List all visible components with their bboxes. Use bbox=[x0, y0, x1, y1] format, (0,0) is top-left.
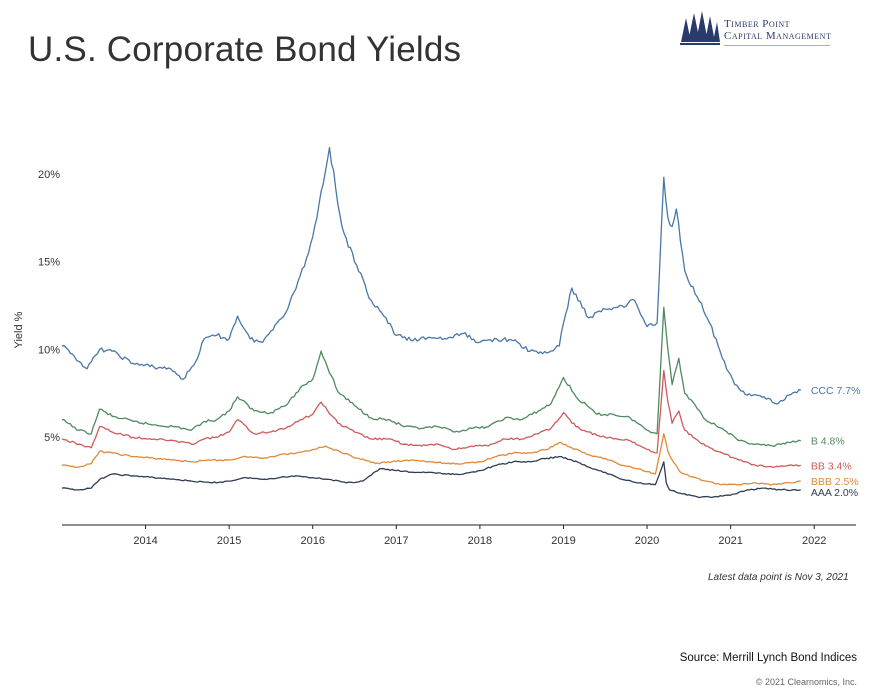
series-line-b bbox=[62, 306, 801, 447]
x-tick-label: 2021 bbox=[718, 535, 742, 547]
series-line-aaa bbox=[61, 455, 801, 499]
x-tick-label: 2014 bbox=[133, 535, 157, 547]
end-label-ccc: CCC 7.7% bbox=[811, 385, 861, 397]
x-tick-label: 2018 bbox=[468, 535, 492, 547]
latest-data-note: Latest data point is Nov 3, 2021 bbox=[708, 572, 849, 583]
x-tick-label: 2016 bbox=[300, 535, 324, 547]
trees-icon bbox=[680, 11, 720, 45]
series-line-bb bbox=[61, 369, 802, 468]
company-logo: Timber Point Capital Management bbox=[680, 10, 840, 52]
x-tick-label: 2019 bbox=[551, 535, 575, 547]
y-tick-label: 5% bbox=[44, 432, 60, 444]
end-label-bb: BB 3.4% bbox=[811, 460, 852, 472]
source-text: Source: Merrill Lynch Bond Indices bbox=[679, 652, 857, 664]
logo-name-line1: Timber Point bbox=[724, 18, 791, 30]
series-line-ccc bbox=[61, 146, 801, 405]
x-tick-label: 2022 bbox=[802, 535, 826, 547]
end-label-bbb: BBB 2.5% bbox=[811, 476, 859, 488]
y-tick-label: 20% bbox=[38, 169, 60, 181]
series-line-bbb bbox=[61, 433, 801, 486]
logo-rule bbox=[724, 45, 830, 46]
y-tick-label: 15% bbox=[38, 257, 60, 269]
x-tick-label: 2017 bbox=[384, 535, 408, 547]
page-title: U.S. Corporate Bond Yields bbox=[28, 30, 462, 69]
end-label-b: B 4.8% bbox=[811, 436, 845, 448]
end-label-aaa: AAA 2.0% bbox=[811, 487, 858, 499]
copyright-text: © 2021 Clearnomics, Inc. bbox=[755, 677, 857, 687]
y-tick-label: 10% bbox=[38, 344, 60, 356]
logo-name-line2: Capital Management bbox=[724, 30, 832, 42]
x-tick-label: 2020 bbox=[635, 535, 659, 547]
y-axis-label: Yield % bbox=[13, 311, 25, 348]
x-tick-label: 2015 bbox=[217, 535, 241, 547]
